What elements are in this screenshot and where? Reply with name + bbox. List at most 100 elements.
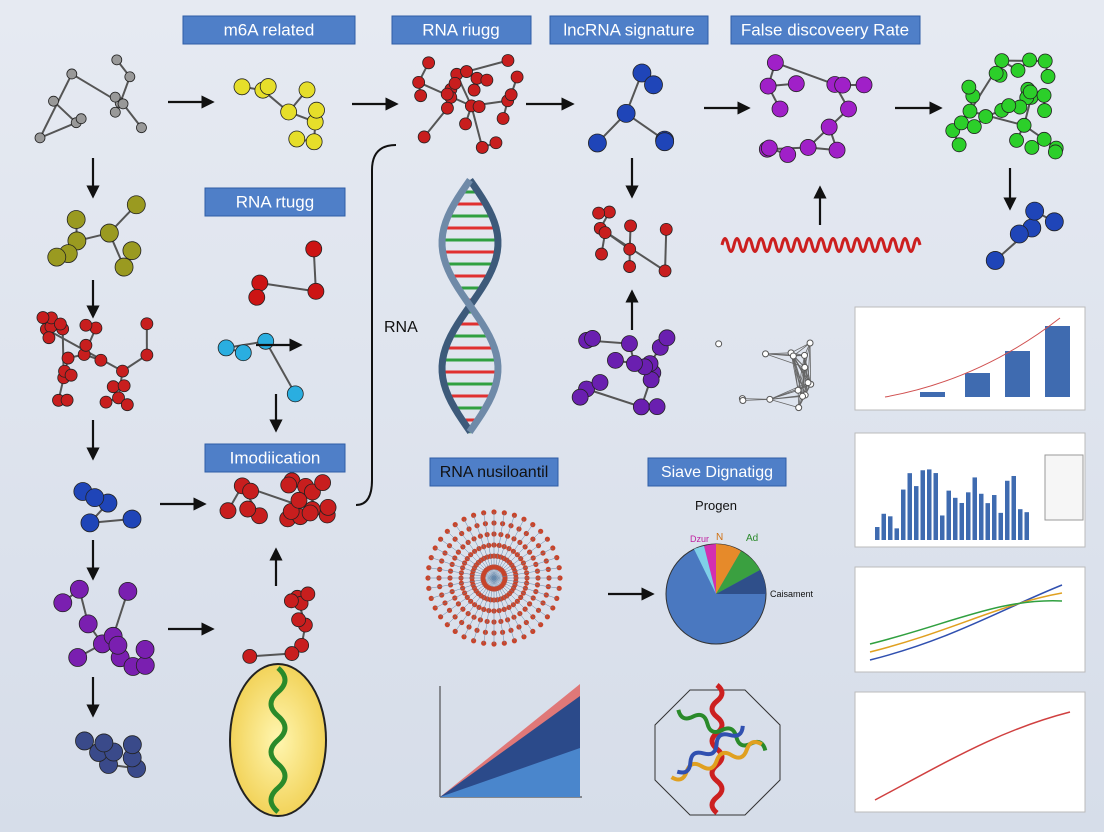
dot	[481, 640, 487, 646]
bond	[264, 340, 297, 395]
line	[869, 584, 1063, 661]
molecule	[75, 731, 146, 778]
bond	[664, 229, 668, 271]
vertex	[806, 339, 814, 347]
pie-label: Ad	[746, 533, 758, 544]
line	[884, 317, 1061, 398]
molecule	[47, 195, 146, 277]
molecule	[53, 579, 155, 676]
atom	[126, 195, 146, 215]
dna-helix	[438, 177, 502, 435]
atom	[621, 335, 638, 353]
atom	[117, 379, 131, 393]
pie-label: Caisament	[770, 589, 814, 599]
label: False discoveery Rate	[741, 20, 909, 39]
bar	[888, 516, 893, 540]
vertex	[804, 379, 812, 387]
atom	[290, 491, 308, 509]
molecule	[588, 63, 675, 153]
bar	[985, 503, 990, 540]
edge	[765, 353, 794, 357]
atom	[106, 380, 120, 394]
dot	[554, 595, 560, 601]
atom	[109, 106, 121, 118]
dot	[556, 585, 562, 591]
bond	[39, 121, 77, 139]
bond	[586, 388, 642, 408]
atom	[118, 581, 138, 601]
atom	[294, 637, 310, 653]
atom	[1037, 53, 1053, 69]
atom	[135, 639, 155, 659]
atom	[1010, 62, 1026, 78]
label: RNA nusiloantil	[440, 464, 549, 481]
atom	[658, 264, 672, 278]
atom	[422, 56, 436, 70]
atom	[136, 122, 147, 134]
atom	[985, 251, 1005, 270]
mini-charts	[854, 306, 1086, 813]
atom	[60, 393, 74, 407]
atom	[108, 635, 128, 655]
atom	[79, 318, 93, 332]
area-chart	[439, 684, 582, 798]
atom	[658, 329, 676, 347]
atom	[759, 77, 777, 95]
atom	[1022, 84, 1038, 100]
label: RNA riugg	[422, 20, 499, 39]
atom	[1048, 144, 1063, 160]
molecule	[571, 329, 676, 416]
label: lncRNA signature	[563, 20, 694, 39]
atom	[1025, 201, 1045, 221]
molecule	[592, 205, 673, 278]
atom	[820, 118, 838, 136]
molecule	[242, 586, 316, 664]
bar	[940, 515, 945, 540]
atom	[1009, 132, 1024, 148]
bar	[1024, 512, 1029, 540]
edge	[742, 398, 770, 401]
edge	[809, 343, 812, 385]
atom	[307, 282, 325, 300]
vertex	[794, 386, 802, 394]
atom	[239, 500, 257, 518]
bar	[946, 490, 951, 540]
atom	[510, 70, 524, 84]
atom	[655, 132, 675, 152]
atom	[855, 76, 873, 94]
dot	[550, 605, 556, 611]
atom	[120, 398, 134, 412]
label-box	[549, 15, 709, 45]
atom	[475, 141, 489, 154]
atom	[291, 612, 307, 628]
line	[869, 600, 1063, 645]
atom	[53, 593, 73, 613]
atom	[1044, 212, 1064, 232]
molecule	[233, 78, 325, 151]
atom	[109, 91, 121, 103]
atom	[234, 344, 252, 362]
edge	[769, 395, 803, 400]
atom	[607, 351, 624, 369]
atom	[298, 81, 316, 99]
atom	[111, 54, 123, 66]
atom	[69, 579, 89, 599]
dot	[556, 565, 562, 571]
atom	[1036, 131, 1052, 147]
label-box	[429, 457, 559, 487]
dot	[461, 634, 467, 640]
atom	[140, 317, 154, 331]
atom	[591, 374, 609, 391]
dot	[501, 640, 507, 646]
atom	[1037, 103, 1052, 118]
wave	[720, 237, 922, 253]
label-box	[204, 187, 346, 217]
atom	[624, 219, 637, 233]
edge	[804, 355, 812, 385]
atom	[114, 257, 134, 277]
edge	[769, 383, 811, 400]
atom	[257, 332, 275, 350]
atom	[66, 210, 86, 229]
atom	[122, 735, 142, 755]
dot	[426, 585, 432, 591]
